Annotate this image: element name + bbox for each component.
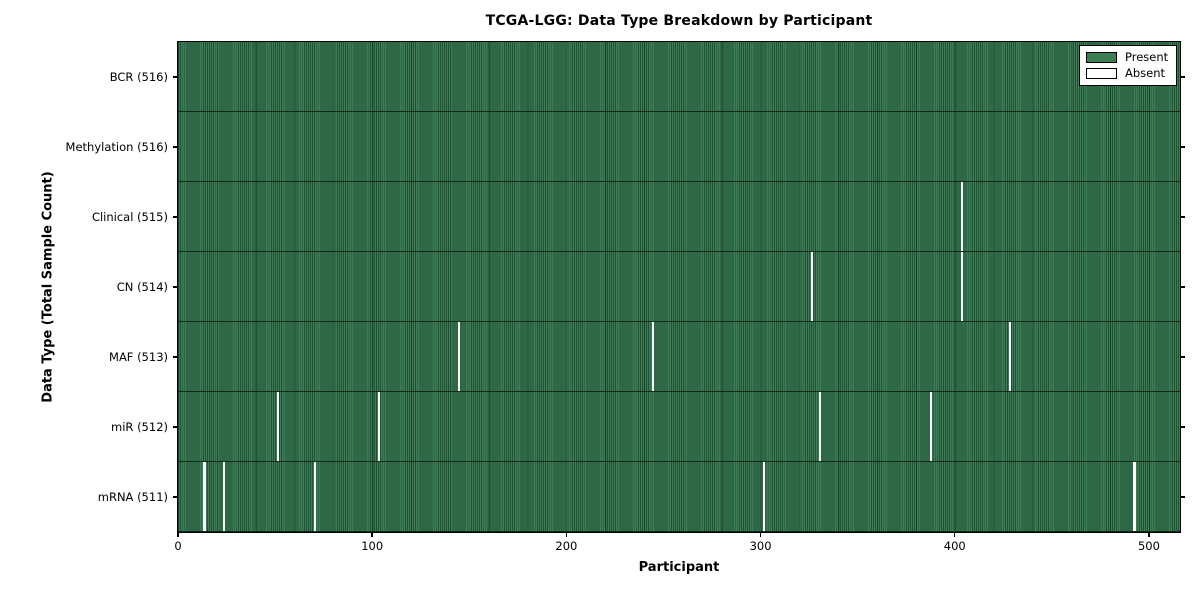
y-tick-label: miR (512)	[111, 420, 168, 434]
y-tick	[1180, 496, 1185, 498]
absent-mark	[313, 462, 317, 531]
y-tick	[173, 146, 178, 148]
y-tick	[173, 496, 178, 498]
data-row-BCR	[178, 42, 1180, 112]
absent-mark	[277, 392, 280, 461]
plot-area: BCR (516) Methylation (516) Clinical (515)…	[66, 41, 1185, 553]
legend-item-present: Present	[1086, 50, 1170, 64]
x-tick	[1148, 532, 1150, 537]
x-tick	[954, 532, 956, 537]
y-tick	[1180, 286, 1185, 288]
y-tick-label: Clinical (515)	[91, 210, 168, 224]
absent-mark	[960, 252, 963, 321]
y-tick-label: mRNA (511)	[97, 490, 168, 504]
absent-mark	[222, 462, 225, 531]
y-tick	[1180, 426, 1185, 428]
absent-mark	[811, 252, 814, 321]
y-tick-label: MAF (513)	[109, 350, 168, 364]
legend-item-absent: Absent	[1086, 65, 1170, 80]
absent-mark	[762, 462, 765, 531]
y-tick	[1180, 216, 1185, 218]
data-row-Clinical	[178, 182, 1180, 252]
x-tick-label: 0	[174, 539, 182, 553]
legend-label-present: Present	[1125, 50, 1169, 64]
y-tick-label: BCR (516)	[109, 70, 168, 84]
present-swatch-icon	[1086, 52, 1117, 64]
data-row-miR	[178, 392, 1180, 462]
y-tick-label: Methylation (516)	[65, 140, 168, 154]
legend-label-absent: Absent	[1125, 65, 1166, 80]
x-tick	[759, 532, 762, 537]
absent-mark	[651, 322, 655, 391]
absent-swatch-icon	[1086, 67, 1117, 79]
x-tick-label: 400	[943, 539, 966, 553]
y-tick	[173, 286, 178, 288]
absent-mark	[929, 392, 932, 461]
absent-mark	[1009, 322, 1012, 391]
absent-mark	[818, 392, 822, 461]
x-tick	[371, 532, 373, 537]
x-tick-label: 300	[749, 539, 772, 553]
x-tick	[177, 532, 179, 537]
y-tick	[1180, 146, 1185, 148]
absent-mark	[203, 462, 206, 531]
y-tick	[173, 426, 178, 428]
x-tick-label: 500	[1137, 539, 1160, 553]
y-axis-label: Data Type (Total Sample Count)	[40, 171, 56, 403]
y-tick	[173, 216, 178, 218]
x-tick-label: 100	[361, 539, 384, 553]
y-tick	[173, 356, 178, 358]
data-row-mRNA	[178, 462, 1180, 532]
absent-mark	[1133, 462, 1136, 531]
x-tick-label: 200	[555, 539, 578, 553]
y-tick-label: CN (514)	[116, 280, 168, 294]
absent-mark	[378, 392, 381, 461]
data-row-Methylation	[178, 112, 1180, 182]
absent-mark	[960, 182, 963, 251]
legend: Present Absent	[1079, 45, 1177, 86]
y-tick	[1180, 76, 1185, 78]
x-tick	[565, 532, 568, 537]
data-row-CN	[178, 252, 1180, 322]
y-tick	[1180, 356, 1185, 358]
chart-title: TCGA-LGG: Data Type Breakdown by Partici…	[485, 13, 873, 29]
data-row-MAF	[178, 322, 1180, 392]
absent-mark	[457, 322, 460, 391]
y-tick	[173, 76, 178, 78]
x-axis-label: Participant	[638, 560, 720, 575]
